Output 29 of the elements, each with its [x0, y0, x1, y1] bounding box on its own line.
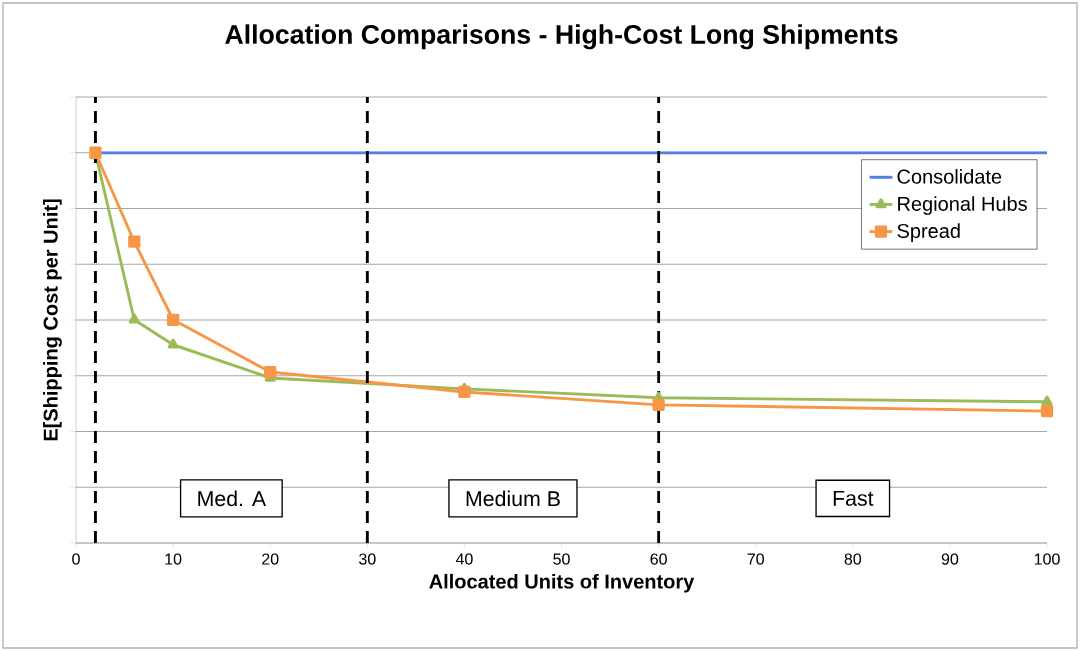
annotation: Medium B	[466, 490, 560, 507]
point	[264, 365, 277, 379]
chart-title: Allocation Comparisons - High-Cost Long Shipments	[225, 24, 898, 50]
point	[652, 398, 665, 411]
x-tick-label: 90	[941, 553, 959, 565]
x-tick-label: 80	[844, 553, 862, 565]
x-tick-label: 40	[455, 553, 473, 565]
x-tick-label: 70	[747, 553, 764, 565]
point	[166, 313, 180, 326]
x-tick-label: 20	[262, 553, 279, 565]
x-tick-label: 10	[165, 553, 182, 565]
annotation: Med. A	[198, 490, 267, 507]
x-tick-label: 30	[359, 553, 376, 565]
x-tick-label: 60	[650, 553, 667, 565]
annotation: Fast	[833, 490, 874, 506]
point	[1040, 404, 1054, 418]
x-tick-label: 0	[72, 553, 80, 565]
y-axis-title: E[Shipping Cost per Unit]	[43, 199, 62, 441]
x-tick-label: 50	[553, 553, 570, 565]
point	[128, 313, 140, 324]
legend-label: Spread	[897, 223, 960, 242]
point	[458, 385, 471, 399]
legend-label: Regional Hubs	[898, 196, 1027, 215]
point	[128, 235, 141, 248]
point	[1041, 395, 1053, 406]
x-tick-label: 100	[1034, 553, 1060, 565]
legend-label: Consolidate	[897, 169, 1002, 184]
x-axis-title: Allocated Units of Inventory	[429, 573, 695, 593]
point	[167, 338, 179, 349]
